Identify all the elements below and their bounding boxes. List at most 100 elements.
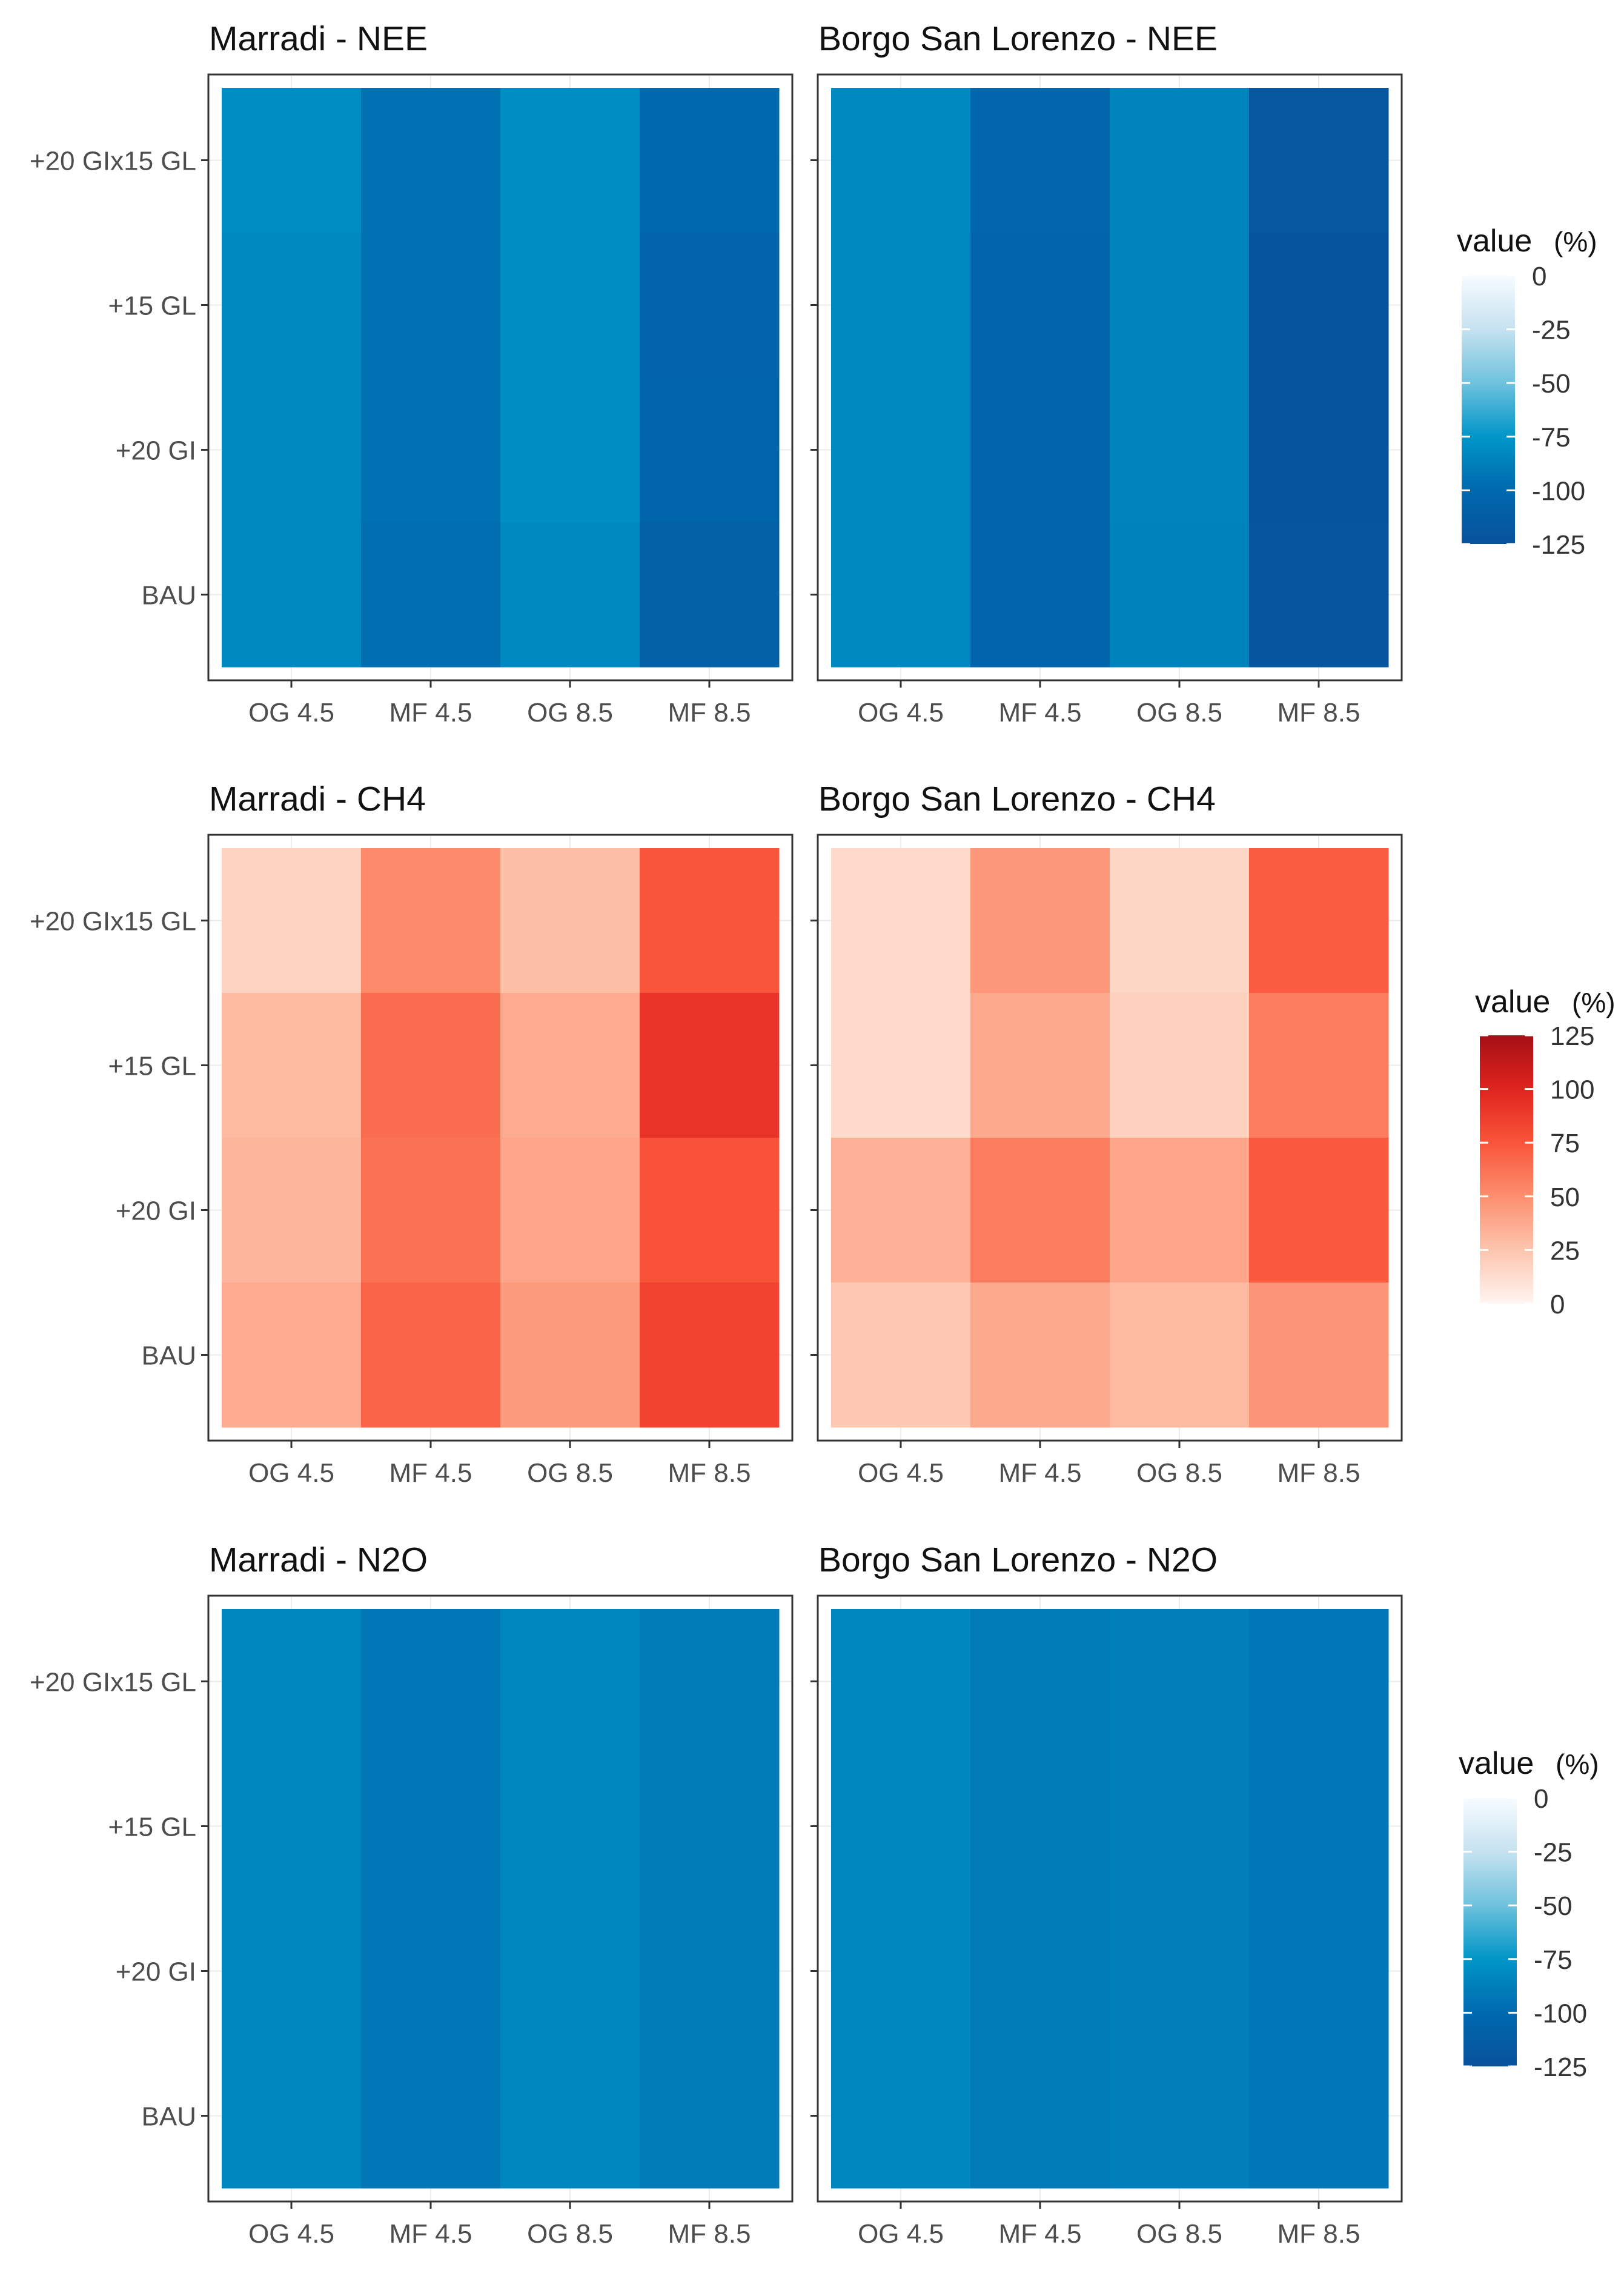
heatmap-cell <box>500 88 640 233</box>
heatmap-cell <box>1110 377 1250 523</box>
y-tick-label: +20 GIx15 GL <box>30 147 196 176</box>
x-tick-label: OG 8.5 <box>527 698 613 728</box>
heatmap-cell <box>640 233 780 378</box>
heatmap-panel: Borgo San Lorenzo - N2O OG 4.5 MF 4.5 OG 8.… <box>810 1541 1403 2249</box>
heatmap-cell <box>831 1899 971 2044</box>
heatmap-cell <box>831 993 971 1138</box>
y-tick-label: +20 GIx15 GL <box>30 1668 196 1697</box>
heatmap-cell <box>1110 1282 1250 1428</box>
heatmap-cell <box>640 1754 780 1899</box>
heatmap-cell <box>1110 848 1250 994</box>
y-tick-label: +20 GIx15 GL <box>30 907 196 937</box>
x-tick-label: MF 4.5 <box>389 698 472 728</box>
colorbar <box>1462 276 1515 544</box>
x-tick-label: MF 8.5 <box>1278 1458 1361 1488</box>
colorbar <box>1463 1798 1517 2066</box>
heatmap-cell <box>222 1754 362 1899</box>
legend-tick-label: 100 <box>1550 1075 1594 1105</box>
heatmap-cell <box>1249 993 1389 1138</box>
heatmap-cell <box>1249 1282 1389 1428</box>
heatmap-cell <box>970 1754 1110 1899</box>
heatmap-cell <box>500 1754 640 1899</box>
heatmap-cell <box>831 88 971 233</box>
x-tick-label: MF 4.5 <box>999 1458 1082 1488</box>
heatmap-cell <box>222 848 362 994</box>
heatmap-cell <box>1110 1609 1250 1754</box>
heatmap-cell <box>1249 1138 1389 1283</box>
legend-tick-label: -75 <box>1532 423 1571 453</box>
heatmap-cell <box>640 1899 780 2044</box>
y-tick-label: +15 GL <box>108 1052 196 1081</box>
x-tick-label: OG 8.5 <box>527 2219 613 2249</box>
x-tick-label: OG 4.5 <box>248 698 334 728</box>
heatmap-cell <box>500 848 640 994</box>
heatmap-cell <box>500 1282 640 1428</box>
heatmap-panel: Borgo San Lorenzo - NEE OG 4.5 MF 4.5 OG 8.… <box>810 19 1403 728</box>
heatmap-cell <box>222 1282 362 1428</box>
heatmap-cell <box>1110 88 1250 233</box>
heatmap-cell <box>361 848 501 994</box>
heatmap-cell <box>1249 1754 1389 1899</box>
heatmap-cell <box>361 1899 501 2044</box>
heatmap-cell <box>970 1609 1110 1754</box>
legend-tick-label: 125 <box>1550 1021 1594 1051</box>
legend-title: value <box>1459 1746 1534 1781</box>
legend-tick-label: 0 <box>1550 1290 1565 1319</box>
x-tick-label: OG 8.5 <box>1136 1458 1222 1488</box>
heatmap-panel: Borgo San Lorenzo - CH4 OG 4.5 MF 4.5 OG 8.… <box>810 780 1403 1488</box>
heatmap-cell <box>1110 1754 1250 1899</box>
heatmap-cell <box>361 1138 501 1283</box>
colorbar <box>1480 1035 1533 1304</box>
x-tick-label: OG 4.5 <box>248 1458 334 1488</box>
heatmap-panel: Marradi - NEE +20 GIx15 GL +15 GL +20 GI BAU… <box>30 19 794 728</box>
x-tick-label: MF 8.5 <box>668 698 751 728</box>
legend-tick-label: -100 <box>1534 1999 1587 2028</box>
heatmap-cell <box>1110 1899 1250 2044</box>
y-tick-label: BAU <box>142 1341 196 1371</box>
legend-tick-label: -125 <box>1532 530 1585 560</box>
heatmap-cell <box>361 993 501 1138</box>
heatmap-cell <box>361 2043 501 2189</box>
heatmap-cell <box>831 1609 971 1754</box>
heatmap-cell <box>640 1609 780 1754</box>
heatmap-cell <box>970 233 1110 378</box>
x-tick-label: OG 4.5 <box>858 698 944 728</box>
heatmap-cell <box>222 233 362 378</box>
heatmap-cell <box>500 233 640 378</box>
heatmap-cell <box>831 522 971 668</box>
heatmap-cell <box>222 1899 362 2044</box>
legend-unit: (%) <box>1556 1748 1599 1780</box>
legend-tick-label: -75 <box>1534 1945 1573 1975</box>
heatmap-cell <box>1110 522 1250 668</box>
x-tick-label: MF 8.5 <box>1278 2219 1361 2249</box>
heatmap-panel: Marradi - N2O +20 GIx15 GL +15 GL +20 GI BAU… <box>30 1541 794 2249</box>
heatmap-cell <box>500 2043 640 2189</box>
legend-tick-label: 50 <box>1550 1183 1580 1212</box>
heatmap-cell <box>640 1282 780 1428</box>
heatmap-cell <box>970 2043 1110 2189</box>
panel-title: Borgo San Lorenzo - CH4 <box>818 780 1216 818</box>
heatmap-cell <box>222 2043 362 2189</box>
legend-tick-label: -50 <box>1534 1891 1573 1921</box>
heatmap-cell <box>1249 848 1389 994</box>
heatmap-cell <box>361 522 501 668</box>
heatmap-cell <box>1249 1609 1389 1754</box>
heatmap-cell <box>970 1282 1110 1428</box>
heatmap-cell <box>222 88 362 233</box>
heatmap-cell <box>222 1609 362 1754</box>
heatmap-cell <box>831 1754 971 1899</box>
x-tick-label: OG 8.5 <box>1136 698 1222 728</box>
heatmap-cell <box>1249 233 1389 378</box>
heatmap-cell <box>640 993 780 1138</box>
heatmap-cell <box>222 993 362 1138</box>
heatmap-cell <box>640 522 780 668</box>
x-tick-label: MF 4.5 <box>999 698 1082 728</box>
heatmap-cell <box>640 2043 780 2189</box>
heatmap-cell <box>640 377 780 523</box>
heatmap-cell <box>222 522 362 668</box>
x-tick-label: OG 4.5 <box>858 1458 944 1488</box>
heatmap-cell <box>361 1754 501 1899</box>
x-tick-label: OG 4.5 <box>248 2219 334 2249</box>
heatmap-cell <box>831 233 971 378</box>
